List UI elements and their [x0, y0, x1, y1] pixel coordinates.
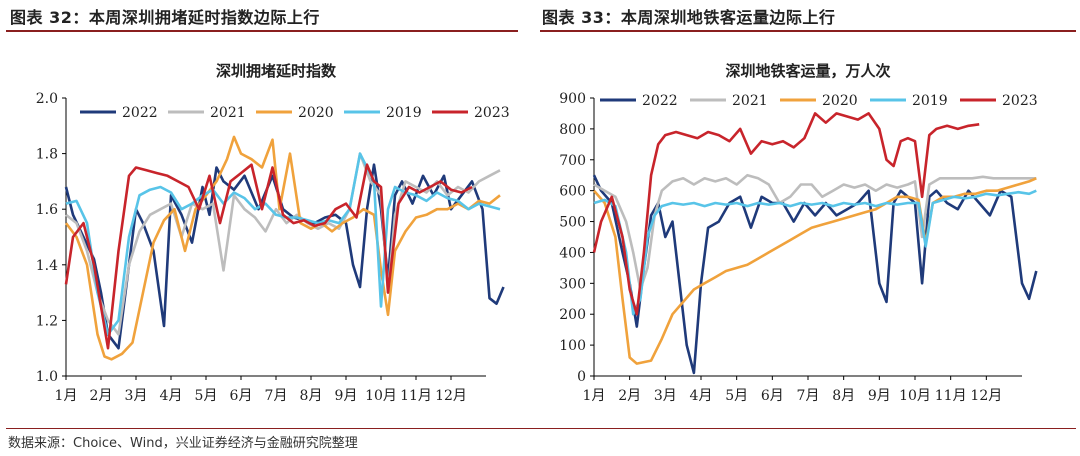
legend-label-2023: 2023 [474, 105, 510, 121]
series-line-2023 [64, 163, 473, 350]
header-rule-right [540, 30, 1076, 32]
y-tick-label: 0 [577, 369, 586, 385]
x-tick-label: 9月 [868, 388, 891, 404]
x-tick-label: 12月 [970, 388, 1002, 404]
x-tick-label: 12月 [435, 388, 467, 404]
y-tick-label: 200 [559, 307, 586, 323]
legend-label-2021: 2021 [732, 93, 768, 109]
x-tick-label: 3月 [125, 388, 148, 404]
x-tick-label: 10月 [899, 388, 931, 404]
x-tick-label: 6月 [230, 388, 253, 404]
x-tick-label: 4月 [160, 388, 183, 404]
legend-label-2020: 2020 [822, 93, 858, 109]
series-line-2020 [593, 177, 1037, 365]
series-line-2019 [593, 189, 1037, 316]
y-tick-label: 900 [559, 91, 586, 107]
x-tick-label: 2月 [618, 388, 641, 404]
figure-33-header: 图表 33：本周深圳地铁客运量边际上行 [542, 8, 836, 27]
y-tick-label: 400 [559, 245, 586, 261]
x-tick-label: 11月 [400, 388, 432, 404]
y-tick-label: 2.0 [36, 91, 58, 107]
legend-label-2022: 2022 [122, 105, 158, 121]
header-rule-left [6, 30, 518, 32]
x-tick-label: 7月 [265, 388, 288, 404]
y-tick-label: 300 [559, 276, 586, 292]
y-tick-label: 600 [559, 184, 586, 200]
chart-title: 深圳拥堵延时指数 [216, 62, 337, 80]
legend-label-2021: 2021 [210, 105, 246, 121]
x-tick-label: 2月 [90, 388, 113, 404]
series-line-2019 [65, 152, 501, 336]
x-tick-label: 8月 [832, 388, 855, 404]
y-tick-label: 1.4 [36, 258, 58, 274]
x-tick-label: 6月 [761, 388, 784, 404]
x-tick-label: 11月 [935, 388, 967, 404]
series-line-2020 [64, 135, 501, 361]
congestion-index-chart: 深圳拥堵延时指数 1.0 1.2 1.4 1.6 1.8 2.0 1月 2月 3月 4月 5月 6月 7月… [36, 62, 510, 404]
x-tick-label: 1月 [55, 388, 78, 404]
x-tick-label: 5月 [195, 388, 218, 404]
x-tick-label: 3月 [654, 388, 677, 404]
series-line-2021 [593, 173, 1037, 291]
series-line-2021 [65, 152, 501, 336]
y-tick-label: 100 [559, 338, 586, 354]
legend-label-2023: 2023 [1002, 93, 1038, 109]
y-tick-label: 1.0 [36, 369, 58, 385]
legend-label-2019: 2019 [912, 93, 948, 109]
x-tick-label: 9月 [335, 388, 358, 404]
legend-label-2020: 2020 [298, 105, 334, 121]
x-tick-label: 4月 [690, 388, 713, 404]
figure-32-header: 图表 32：本周深圳拥堵延时指数边际上行 [10, 8, 320, 27]
x-tick-label: 1月 [583, 388, 606, 404]
y-tick-label: 800 [559, 122, 586, 138]
metro-ridership-chart: 深圳地铁客运量，万人次 0 100 200 300 400 500 600 700 800 900 1… [559, 62, 1038, 404]
legend-label-2022: 2022 [642, 93, 678, 109]
x-tick-label: 10月 [365, 388, 397, 404]
y-tick-label: 1.2 [36, 313, 58, 329]
legend-label-2019: 2019 [386, 105, 422, 121]
x-tick-label: 7月 [797, 388, 820, 404]
y-tick-label: 1.6 [36, 202, 58, 218]
x-tick-label: 8月 [300, 388, 323, 404]
footer-rule [6, 428, 1076, 429]
series-line-2023 [592, 112, 980, 316]
y-tick-label: 700 [559, 153, 586, 169]
source-note: 数据来源：Choice、Wind，兴业证券经济与金融研究院整理 [8, 436, 358, 451]
chart-title: 深圳地铁客运量，万人次 [725, 62, 890, 80]
x-tick-label: 5月 [725, 388, 748, 404]
y-tick-label: 500 [559, 215, 586, 231]
y-tick-label: 1.8 [36, 147, 58, 163]
